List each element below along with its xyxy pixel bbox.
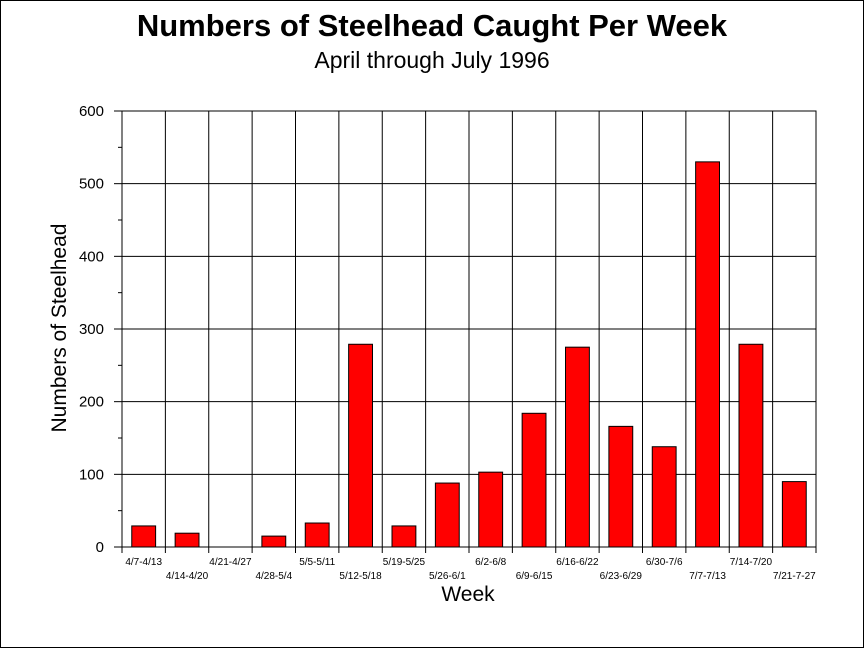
x-tick-label: 6/30-7/6 (646, 557, 683, 568)
bar (478, 471, 504, 548)
chart-title: Numbers of Steelhead Caught Per Week (136, 8, 728, 43)
y-tick-label: 100 (79, 466, 104, 483)
axes (114, 110, 817, 553)
y-tick-label: 500 (79, 176, 104, 193)
x-tick-label: 5/19-5/25 (383, 557, 426, 568)
x-tick-label: 7/7-7/13 (689, 571, 726, 582)
x-tick-label: 4/21-4/27 (209, 557, 252, 568)
x-tick-label: 7/14-7/20 (730, 557, 773, 568)
x-tick-label: 5/26-6/1 (429, 571, 466, 582)
bars (131, 161, 807, 548)
x-tick-label: 4/28-5/4 (255, 571, 292, 582)
x-tick-label: 7/21-7-27 (773, 571, 816, 582)
x-tick-label: 6/2-6/8 (475, 557, 507, 568)
bar (738, 343, 764, 548)
bar (695, 161, 720, 548)
bar (608, 425, 634, 548)
y-axis-label: Numbers of Steelhead (48, 224, 71, 433)
x-tick-label: 6/16-6/22 (556, 557, 599, 568)
bar (521, 412, 547, 548)
bar (131, 525, 157, 548)
y-tick-label: 600 (79, 103, 104, 120)
y-tick-label: 400 (79, 248, 104, 265)
x-tick-label: 5/12-5/18 (339, 571, 382, 582)
x-tick-label: 4/14-4/20 (166, 571, 209, 582)
bar (651, 446, 677, 548)
bar (781, 481, 807, 548)
x-tick-label: 6/9-6/15 (516, 571, 553, 582)
bar (304, 522, 330, 548)
bar (391, 525, 417, 548)
y-tick-label: 300 (79, 321, 104, 338)
y-tick-label: 200 (79, 394, 104, 411)
y-tick-label: 0 (96, 539, 104, 556)
bar (434, 482, 460, 548)
x-axis-label: Week (441, 583, 495, 606)
bar (348, 343, 373, 548)
x-tick-label: 4/7-4/13 (125, 557, 162, 568)
bar (565, 346, 590, 548)
x-tick-label: 5/5-5/11 (299, 557, 335, 568)
y-tick-labels: 0 100 200 300 400 500 600 (79, 103, 104, 556)
chart-subtitle: April through July 1996 (314, 47, 550, 73)
x-tick-labels: 4/7-4/13 4/14-4/204/21-4/274/28-5/4 5/5-5/… (125, 557, 816, 582)
bar (261, 535, 287, 548)
x-tick-label: 6/23-6/29 (600, 571, 643, 582)
bar (174, 532, 200, 548)
